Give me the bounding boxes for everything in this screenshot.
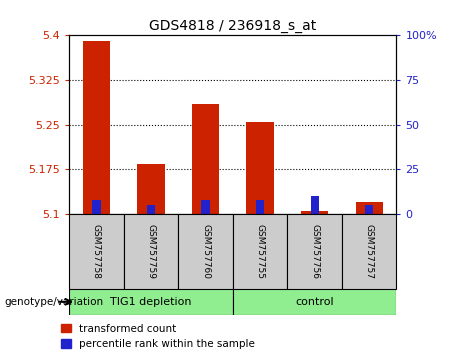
Legend: transformed count, percentile rank within the sample: transformed count, percentile rank withi… <box>60 324 255 349</box>
Text: genotype/variation: genotype/variation <box>5 297 104 307</box>
Title: GDS4818 / 236918_s_at: GDS4818 / 236918_s_at <box>149 19 316 33</box>
Bar <box>147 205 155 214</box>
Text: GSM757760: GSM757760 <box>201 224 210 279</box>
Bar <box>233 289 396 315</box>
Bar <box>247 122 274 214</box>
Text: GSM757755: GSM757755 <box>255 224 265 279</box>
Bar <box>301 211 328 214</box>
Bar <box>137 164 165 214</box>
Text: control: control <box>296 297 334 307</box>
Bar <box>92 200 100 214</box>
Bar <box>287 214 342 289</box>
Text: GSM757758: GSM757758 <box>92 224 101 279</box>
Bar <box>311 196 319 214</box>
Bar <box>69 214 124 289</box>
Text: GSM757759: GSM757759 <box>147 224 155 279</box>
Bar <box>256 200 264 214</box>
Text: GSM757757: GSM757757 <box>365 224 374 279</box>
Bar <box>233 214 287 289</box>
Bar <box>69 289 233 315</box>
Text: TIG1 depletion: TIG1 depletion <box>110 297 192 307</box>
Bar <box>178 214 233 289</box>
Bar <box>192 104 219 214</box>
Bar <box>83 41 110 214</box>
Bar <box>342 214 396 289</box>
Bar <box>124 214 178 289</box>
Bar <box>201 200 210 214</box>
Bar <box>365 205 373 214</box>
Bar <box>355 202 383 214</box>
Text: GSM757756: GSM757756 <box>310 224 319 279</box>
